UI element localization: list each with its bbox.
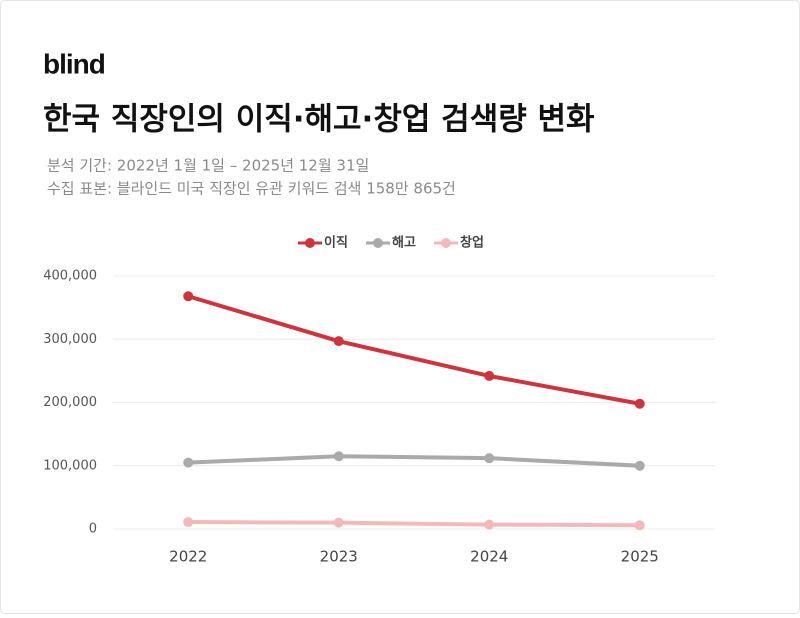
chart-subtitle: 분석 기간: 2022년 1월 1일 – 2025년 12월 31일: [47, 157, 369, 175]
y-tick-label: 0: [89, 522, 97, 537]
data-point: [333, 336, 344, 347]
y-tick-label: 300,000: [43, 332, 97, 347]
chart-subtitle: 수집 표본: 블라인드 미국 직장인 유관 키워드 검색 158만 865건: [47, 180, 456, 198]
data-point: [333, 451, 344, 462]
series-line: [186, 520, 642, 528]
x-tick-label: 2022: [169, 548, 207, 566]
data-point: [183, 457, 194, 468]
legend-label: 이직: [324, 235, 348, 251]
legend-label: 해고: [392, 235, 416, 251]
y-tick-label: 400,000: [43, 269, 97, 284]
data-point: [484, 370, 495, 381]
y-tick-label: 100,000: [43, 458, 97, 473]
legend-label: 창업: [460, 235, 484, 251]
data-point: [634, 460, 645, 471]
data-point: [634, 398, 645, 409]
legend-marker: [373, 238, 383, 248]
x-tick-label: 2024: [470, 548, 508, 566]
chart-title: 한국 직장인의 이직·해고·창업 검색량 변화: [43, 102, 595, 138]
legend-marker: [441, 238, 451, 248]
data-point: [484, 453, 495, 464]
data-point: [484, 519, 495, 530]
data-point: [634, 520, 645, 531]
x-tick-label: 2025: [621, 548, 659, 566]
y-tick-label: 200,000: [43, 395, 97, 410]
data-point: [183, 291, 194, 302]
series-line: [186, 454, 642, 468]
series-line: [186, 294, 642, 406]
data-point: [333, 517, 344, 528]
legend-marker: [305, 238, 315, 248]
x-tick-label: 2023: [320, 548, 358, 566]
brand-logo: blind: [43, 48, 105, 79]
data-point: [183, 517, 194, 528]
